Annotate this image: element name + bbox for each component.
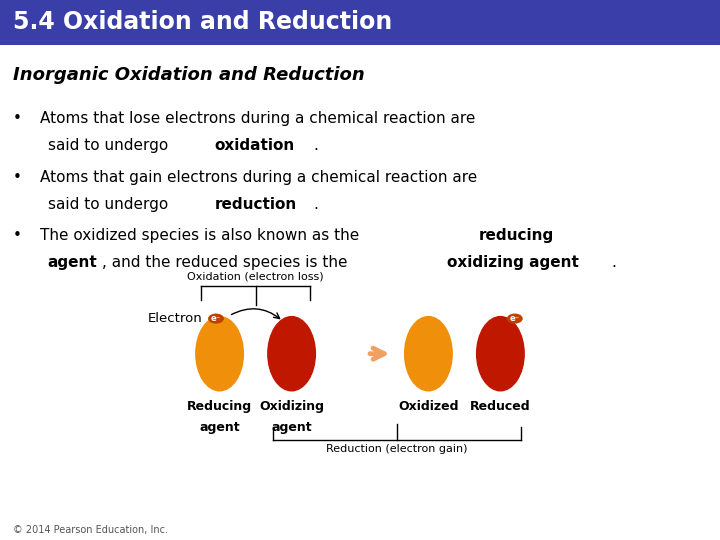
Text: .: . (313, 197, 318, 212)
FancyBboxPatch shape (0, 0, 720, 45)
Text: reducing: reducing (480, 228, 554, 244)
Text: Oxidizing: Oxidizing (259, 400, 324, 413)
Ellipse shape (404, 316, 453, 392)
Text: Atoms that gain electrons during a chemical reaction are: Atoms that gain electrons during a chemi… (40, 170, 477, 185)
Text: .: . (612, 255, 617, 271)
Ellipse shape (507, 314, 523, 323)
Text: •: • (13, 111, 22, 126)
Text: said to undergo: said to undergo (48, 197, 173, 212)
Text: agent: agent (199, 421, 240, 434)
Text: Reduced: Reduced (470, 400, 531, 413)
Text: e⁻: e⁻ (211, 314, 221, 323)
Text: e⁻: e⁻ (510, 314, 520, 323)
Text: Inorganic Oxidation and Reduction: Inorganic Oxidation and Reduction (13, 65, 365, 84)
Text: The oxidized species is also known as the: The oxidized species is also known as th… (40, 228, 364, 244)
Text: .: . (313, 138, 318, 153)
Text: 5.4 Oxidation and Reduction: 5.4 Oxidation and Reduction (13, 10, 392, 35)
Text: oxidation: oxidation (215, 138, 295, 153)
Text: Reduction (electron gain): Reduction (electron gain) (326, 444, 468, 455)
Text: agent: agent (48, 255, 97, 271)
Ellipse shape (195, 316, 244, 392)
Text: , and the reduced species is the: , and the reduced species is the (102, 255, 353, 271)
Ellipse shape (208, 314, 224, 323)
Text: oxidizing agent: oxidizing agent (447, 255, 579, 271)
Text: reduction: reduction (215, 197, 297, 212)
Text: Reducing: Reducing (187, 400, 252, 413)
Text: •: • (13, 228, 22, 244)
Text: agent: agent (271, 421, 312, 434)
Ellipse shape (476, 316, 525, 392)
Ellipse shape (267, 316, 316, 392)
Text: Electron: Electron (148, 312, 202, 325)
Text: •: • (13, 170, 22, 185)
Text: said to undergo: said to undergo (48, 138, 173, 153)
Text: Oxidation (electron loss): Oxidation (electron loss) (187, 272, 324, 282)
Text: Atoms that lose electrons during a chemical reaction are: Atoms that lose electrons during a chemi… (40, 111, 476, 126)
Text: © 2014 Pearson Education, Inc.: © 2014 Pearson Education, Inc. (13, 525, 168, 535)
Text: Oxidized: Oxidized (398, 400, 459, 413)
